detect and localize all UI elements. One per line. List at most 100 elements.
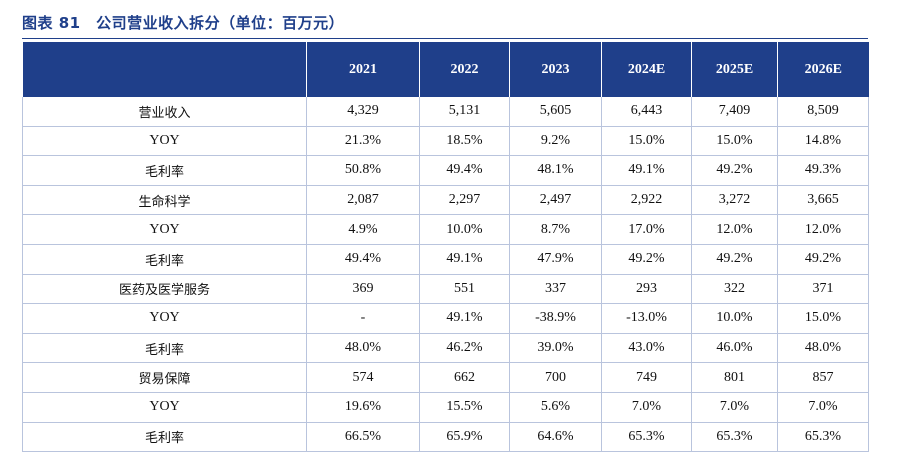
value-cell: 48.0% — [777, 333, 869, 364]
value-cell: 749 — [601, 362, 692, 393]
value-cell: 322 — [691, 274, 778, 305]
value-cell: 10.0% — [691, 303, 778, 334]
value-cell: 49.4% — [419, 155, 510, 186]
value-cell: 10.0% — [419, 214, 510, 245]
value-cell: 46.2% — [419, 333, 510, 364]
value-cell: 371 — [777, 274, 869, 305]
value-cell: 15.5% — [419, 392, 510, 423]
table-row: YOY -49.1% -38.9% -13.0% 10.0% 15.0% — [22, 303, 869, 334]
value-cell: 7.0% — [601, 392, 692, 423]
value-cell: 49.2% — [601, 244, 692, 275]
value-cell: 47.9% — [509, 244, 602, 275]
value-cell: 17.0% — [601, 214, 692, 245]
header-cell: 2026E — [777, 42, 869, 97]
row-label: YOY — [22, 126, 307, 157]
value-cell: 7.0% — [777, 392, 869, 423]
table-row: YOY 4.9% 10.0% 8.7% 17.0% 12.0% 12.0% — [22, 214, 869, 245]
revenue-breakdown-table: 2021 2022 2023 2024E 2025E 2026E 营业收入 4,3… — [22, 42, 869, 453]
value-cell: 64.6% — [509, 422, 602, 453]
value-cell: 48.0% — [306, 333, 420, 364]
value-cell: - — [306, 303, 420, 334]
value-cell: 49.1% — [601, 155, 692, 186]
value-cell: 5,605 — [509, 97, 602, 127]
header-row: 2021 2022 2023 2024E 2025E 2026E — [22, 42, 869, 97]
row-label: 生命科学 — [22, 185, 307, 216]
value-cell: -13.0% — [601, 303, 692, 334]
value-cell: 49.1% — [419, 244, 510, 275]
value-cell: 4.9% — [306, 214, 420, 245]
value-cell: 18.5% — [419, 126, 510, 157]
header-cell — [22, 42, 307, 97]
value-cell: 8.7% — [509, 214, 602, 245]
value-cell: 12.0% — [777, 214, 869, 245]
value-cell: 2,922 — [601, 185, 692, 216]
value-cell: 801 — [691, 362, 778, 393]
table-row: 贸易保障 574 662 700 749 801 857 — [22, 362, 869, 393]
value-cell: 65.3% — [601, 422, 692, 453]
value-cell: 5,131 — [419, 97, 510, 127]
value-cell: 15.0% — [691, 126, 778, 157]
table-row: 毛利率 50.8% 49.4% 48.1% 49.1% 49.2% 49.3% — [22, 155, 869, 186]
figure-title: 图表 81 公司营业收入拆分（单位：百万元） — [22, 8, 868, 39]
value-cell: 12.0% — [691, 214, 778, 245]
row-label: YOY — [22, 214, 307, 245]
value-cell: 700 — [509, 362, 602, 393]
row-label: 营业收入 — [22, 97, 307, 127]
table-row: 毛利率 66.5% 65.9% 64.6% 65.3% 65.3% 65.3% — [22, 422, 869, 453]
value-cell: 39.0% — [509, 333, 602, 364]
value-cell: 4,329 — [306, 97, 420, 127]
value-cell: 43.0% — [601, 333, 692, 364]
value-cell: 19.6% — [306, 392, 420, 423]
row-label: YOY — [22, 303, 307, 334]
row-label: 贸易保障 — [22, 362, 307, 393]
value-cell: 3,272 — [691, 185, 778, 216]
value-cell: 50.8% — [306, 155, 420, 186]
table-row: YOY 19.6% 15.5% 5.6% 7.0% 7.0% 7.0% — [22, 392, 869, 423]
value-cell: 14.8% — [777, 126, 869, 157]
header-cell: 2022 — [419, 42, 510, 97]
value-cell: 15.0% — [601, 126, 692, 157]
header-cell: 2024E — [601, 42, 692, 97]
value-cell: 6,443 — [601, 97, 692, 127]
value-cell: 65.9% — [419, 422, 510, 453]
value-cell: 5.6% — [509, 392, 602, 423]
value-cell: 49.2% — [691, 155, 778, 186]
row-label: 毛利率 — [22, 155, 307, 186]
value-cell: 46.0% — [691, 333, 778, 364]
value-cell: 551 — [419, 274, 510, 305]
row-label: 毛利率 — [22, 244, 307, 275]
value-cell: 574 — [306, 362, 420, 393]
row-label: 毛利率 — [22, 422, 307, 453]
value-cell: 337 — [509, 274, 602, 305]
value-cell: 2,297 — [419, 185, 510, 216]
value-cell: 65.3% — [777, 422, 869, 453]
table-row: 生命科学 2,087 2,297 2,497 2,922 3,272 3,665 — [22, 185, 869, 216]
value-cell: 49.3% — [777, 155, 869, 186]
value-cell: 2,087 — [306, 185, 420, 216]
value-cell: 369 — [306, 274, 420, 305]
value-cell: 49.2% — [777, 244, 869, 275]
value-cell: -38.9% — [509, 303, 602, 334]
header-cell: 2025E — [691, 42, 778, 97]
value-cell: 7.0% — [691, 392, 778, 423]
value-cell: 15.0% — [777, 303, 869, 334]
value-cell: 49.4% — [306, 244, 420, 275]
value-cell: 9.2% — [509, 126, 602, 157]
table-row: 毛利率 48.0% 46.2% 39.0% 43.0% 46.0% 48.0% — [22, 333, 869, 364]
table-row: 毛利率 49.4% 49.1% 47.9% 49.2% 49.2% 49.2% — [22, 244, 869, 275]
value-cell: 48.1% — [509, 155, 602, 186]
row-label: 医药及医学服务 — [22, 274, 307, 305]
value-cell: 49.2% — [691, 244, 778, 275]
value-cell: 3,665 — [777, 185, 869, 216]
value-cell: 49.1% — [419, 303, 510, 334]
table-row: YOY 21.3% 18.5% 9.2% 15.0% 15.0% 14.8% — [22, 126, 869, 157]
table-row: 医药及医学服务 369 551 337 293 322 371 — [22, 274, 869, 305]
value-cell: 66.5% — [306, 422, 420, 453]
value-cell: 662 — [419, 362, 510, 393]
value-cell: 293 — [601, 274, 692, 305]
header-cell: 2023 — [509, 42, 602, 97]
row-label: YOY — [22, 392, 307, 423]
value-cell: 8,509 — [777, 97, 869, 127]
value-cell: 65.3% — [691, 422, 778, 453]
row-label: 毛利率 — [22, 333, 307, 364]
